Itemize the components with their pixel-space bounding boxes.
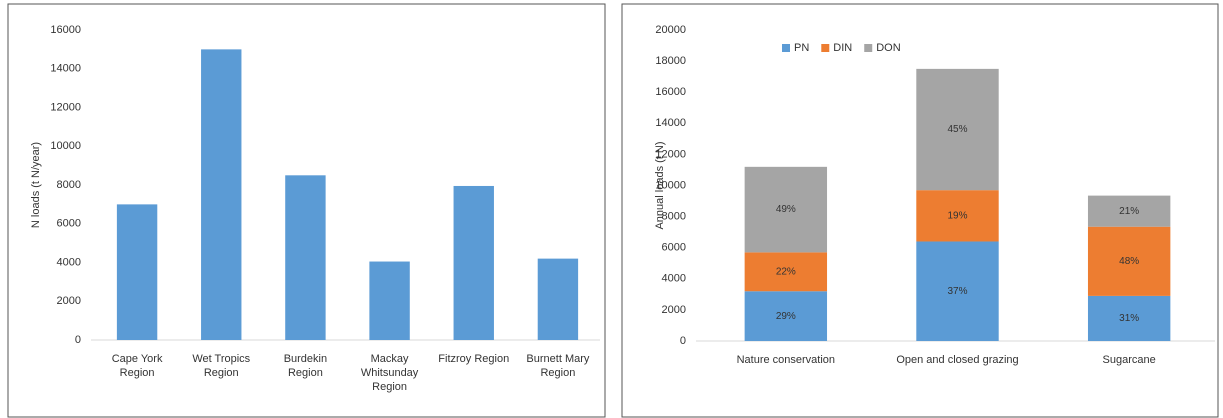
y-axis-label: N loads (t N/year) bbox=[30, 142, 42, 228]
share-label: 37% bbox=[947, 286, 967, 297]
share-label: 29% bbox=[776, 311, 796, 322]
share-label: 21% bbox=[1119, 206, 1139, 217]
y-tick-label: 4000 bbox=[662, 273, 686, 285]
share-label: 48% bbox=[1119, 256, 1139, 267]
y-tick-label: 2000 bbox=[57, 295, 81, 307]
bar-segment bbox=[744, 252, 828, 292]
y-tick-label: 0 bbox=[680, 335, 686, 347]
y-tick-label: 12000 bbox=[50, 101, 81, 113]
share-label: 19% bbox=[947, 210, 967, 221]
y-tick-label: 16000 bbox=[655, 86, 686, 98]
bar-segment bbox=[1087, 295, 1171, 341]
bar-segment bbox=[916, 68, 999, 191]
panel bbox=[7, 3, 606, 418]
share-label: 45% bbox=[947, 124, 967, 135]
y-tick-label: 10000 bbox=[655, 179, 686, 191]
panel bbox=[621, 3, 1219, 418]
legend-swatch bbox=[782, 44, 790, 52]
share-label: 31% bbox=[1119, 313, 1139, 324]
y-tick-label: 2000 bbox=[662, 304, 686, 316]
legend-label: DON bbox=[876, 42, 901, 54]
bar bbox=[116, 204, 158, 340]
y-axis-label: Annual loads (t N) bbox=[654, 141, 666, 229]
x-tick-label: Cape York Region bbox=[111, 353, 163, 379]
bar bbox=[453, 185, 494, 340]
y-tick-label: 6000 bbox=[57, 218, 81, 230]
x-tick-label: Fitzroy Region bbox=[438, 353, 510, 365]
share-label: 22% bbox=[776, 266, 796, 277]
y-tick-label: 6000 bbox=[662, 242, 686, 254]
x-tick-label: Burnett Mary Region bbox=[526, 353, 590, 379]
y-tick-label: 18000 bbox=[655, 55, 686, 67]
bar bbox=[537, 258, 579, 340]
x-tick-label: Open and closed grazing bbox=[896, 354, 1019, 366]
legend-swatch bbox=[864, 44, 873, 52]
bar-segment bbox=[916, 190, 999, 242]
legend-label: DIN bbox=[833, 42, 852, 54]
legend-swatch bbox=[821, 44, 830, 52]
bar-segment bbox=[1087, 226, 1171, 296]
bar-segment bbox=[744, 166, 828, 253]
y-tick-label: 8000 bbox=[662, 211, 686, 223]
x-tick-label: Mackay Whitsunday Region bbox=[360, 353, 419, 393]
y-tick-label: 16000 bbox=[50, 24, 81, 36]
bar bbox=[285, 175, 326, 340]
y-tick-label: 14000 bbox=[50, 63, 81, 75]
y-tick-label: 20000 bbox=[655, 24, 686, 36]
y-tick-label: 10000 bbox=[50, 140, 81, 152]
bar-segment bbox=[744, 291, 828, 341]
x-tick-label: Burdekin Region bbox=[283, 353, 328, 379]
bar bbox=[369, 261, 410, 340]
y-tick-label: 14000 bbox=[655, 117, 686, 129]
bar-segment bbox=[916, 241, 999, 341]
y-tick-label: 8000 bbox=[57, 179, 81, 191]
y-tick-label: 12000 bbox=[655, 148, 686, 160]
bar bbox=[201, 49, 242, 340]
x-tick-label: Nature conservation bbox=[736, 354, 836, 366]
legend-label: PN bbox=[794, 42, 809, 54]
bar-segment bbox=[1087, 195, 1171, 227]
y-tick-label: 0 bbox=[75, 334, 81, 346]
x-tick-label: Sugarcane bbox=[1102, 354, 1156, 366]
share-label: 49% bbox=[776, 204, 796, 215]
x-tick-label: Wet Tropics Region bbox=[192, 353, 251, 379]
y-tick-label: 4000 bbox=[57, 256, 81, 268]
